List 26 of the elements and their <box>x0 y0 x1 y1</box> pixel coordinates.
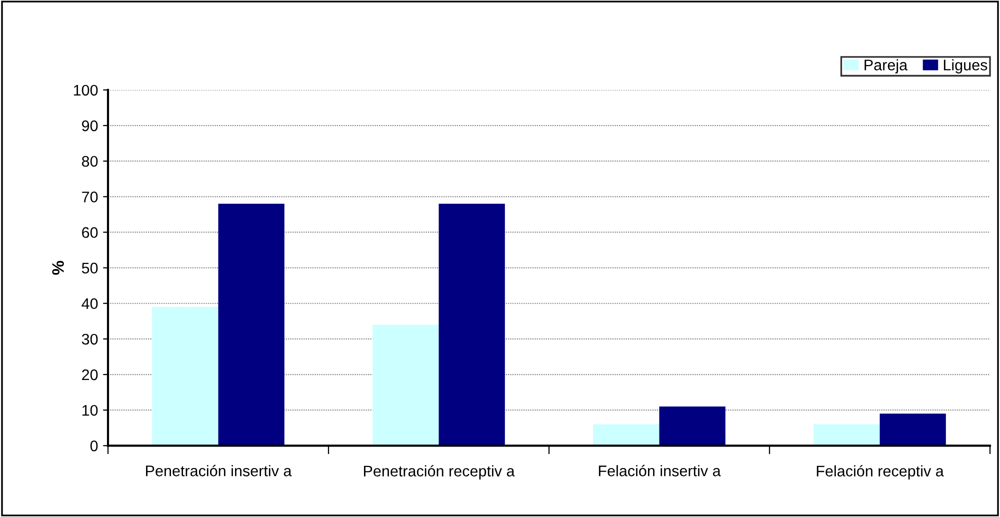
y-tick-label: 30 <box>82 334 98 345</box>
x-tick-label: Felación insertiv a <box>598 464 721 476</box>
y-tick-label: 80 <box>82 156 98 167</box>
y-tick-label: 10 <box>82 404 98 416</box>
legend-label: Pareja <box>864 59 908 74</box>
y-tick-label: 100 <box>74 84 98 96</box>
y-axis-title: % <box>52 260 64 275</box>
bar <box>372 324 439 446</box>
bar <box>218 204 284 446</box>
legend-label: Ligues <box>944 59 988 74</box>
bar <box>814 424 880 446</box>
y-tick-label: 70 <box>82 192 98 202</box>
bar <box>593 424 660 446</box>
bar <box>152 306 218 446</box>
y-tick-label: 90 <box>82 120 98 132</box>
y-tick-label: 40 <box>82 298 98 310</box>
y-tick-label: 0 <box>90 440 98 452</box>
y-tick-label: 20 <box>82 369 98 380</box>
bar <box>438 204 505 446</box>
y-tick-label: 50 <box>82 262 98 274</box>
bar <box>880 414 946 446</box>
y-tick-label: 60 <box>82 227 98 238</box>
x-tick-label: Penetración insertiv a <box>146 464 292 476</box>
bar <box>659 406 726 446</box>
x-tick-label: Penetración receptiv a <box>364 465 515 480</box>
x-tick-label: Felación receptiv a <box>816 465 944 480</box>
